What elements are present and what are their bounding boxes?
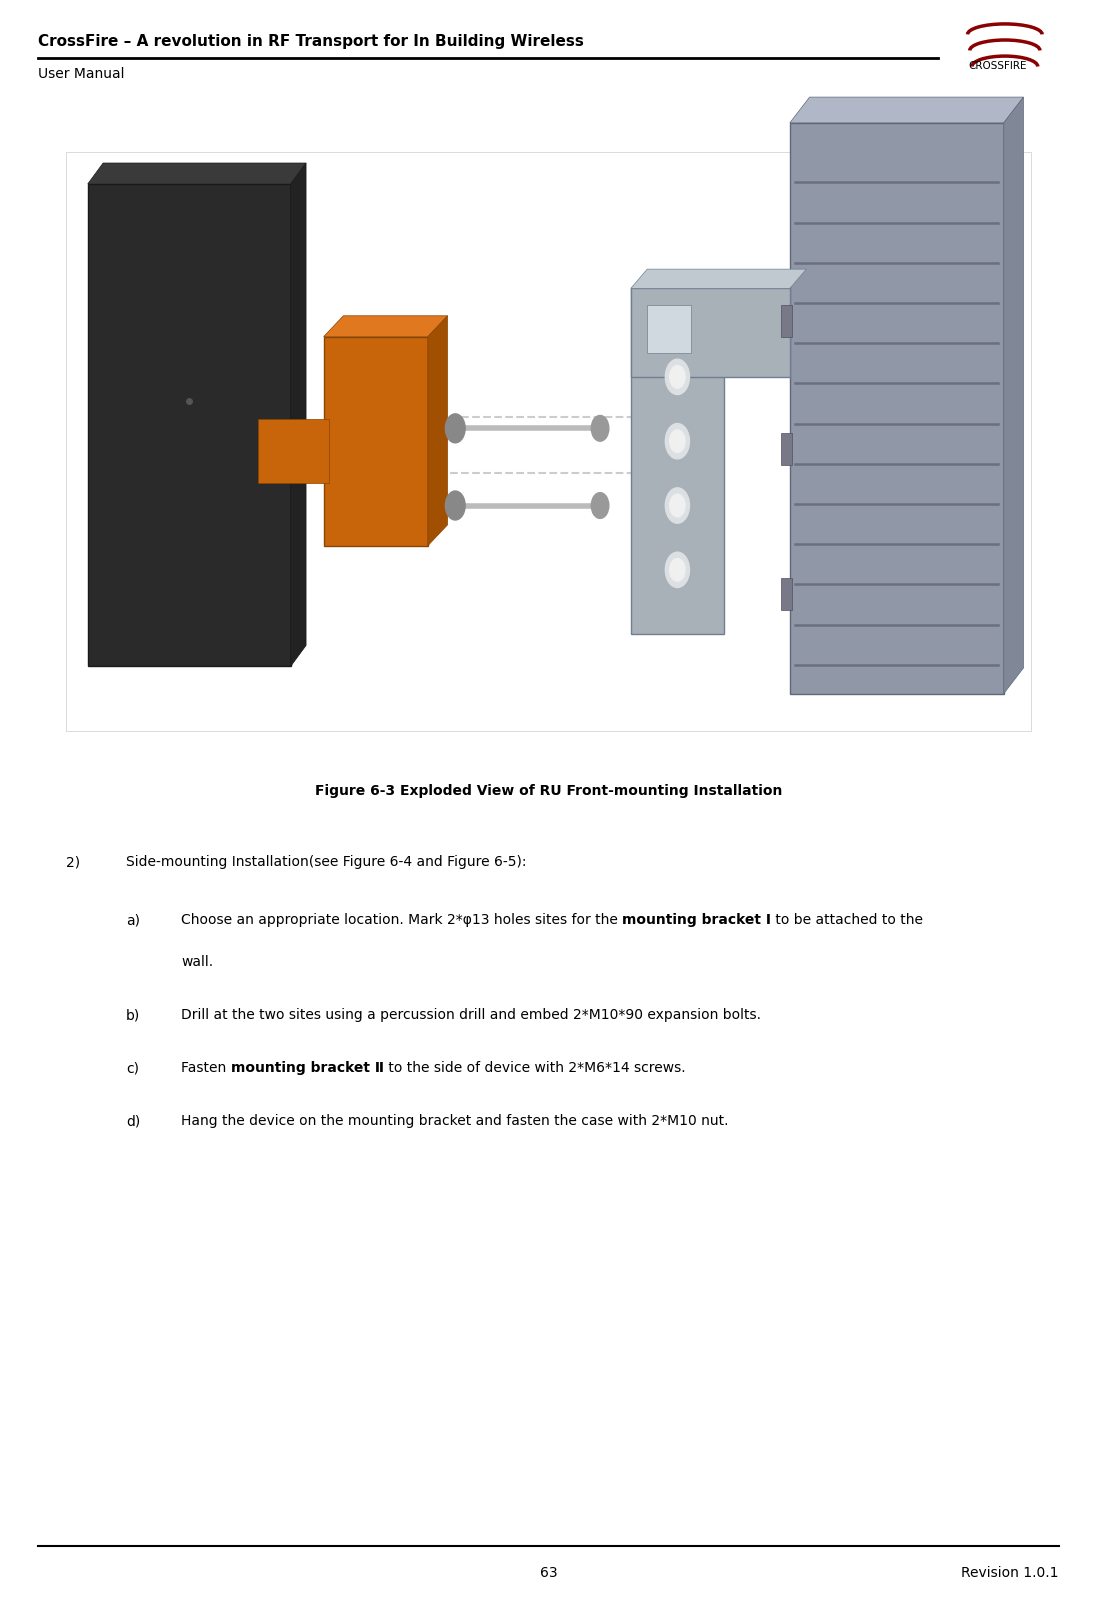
Text: 2): 2) [66,855,80,869]
Text: to the side of device with 2*M6*14 screws.: to the side of device with 2*M6*14 screw… [384,1061,686,1075]
Polygon shape [291,164,306,667]
Text: d): d) [126,1114,140,1128]
Text: Revision 1.0.1: Revision 1.0.1 [961,1565,1059,1578]
Polygon shape [428,317,448,546]
Text: Fasten: Fasten [181,1061,230,1075]
Circle shape [591,493,609,519]
Circle shape [665,424,689,460]
Text: Side-mounting Installation(see Figure 6-4 and Figure 6-5):: Side-mounting Installation(see Figure 6-… [126,855,527,869]
Text: Figure 6-3 Exploded View of RU Front-mounting Installation: Figure 6-3 Exploded View of RU Front-mou… [315,784,782,797]
FancyBboxPatch shape [258,419,329,484]
Text: Choose an appropriate location. Mark 2*φ13 holes sites for the: Choose an appropriate location. Mark 2*φ… [181,913,622,927]
Circle shape [669,495,685,517]
Polygon shape [324,317,448,337]
Text: mounting bracket Ⅱ: mounting bracket Ⅱ [230,1061,384,1075]
Text: a): a) [126,913,140,927]
Polygon shape [1004,98,1024,694]
FancyBboxPatch shape [88,185,291,667]
FancyBboxPatch shape [647,305,691,354]
FancyBboxPatch shape [631,289,790,378]
Text: Drill at the two sites using a percussion drill and embed 2*M10*90 expansion bol: Drill at the two sites using a percussio… [181,1008,761,1022]
Text: to be attached to the: to be attached to the [771,913,924,927]
Circle shape [445,492,465,521]
Polygon shape [631,270,806,289]
Text: CrossFire – A revolution in RF Transport for In Building Wireless: CrossFire – A revolution in RF Transport… [38,34,585,50]
Circle shape [665,553,689,588]
FancyBboxPatch shape [324,337,428,546]
Text: Hang the device on the mounting bracket and fasten the case with 2*M10 nut.: Hang the device on the mounting bracket … [181,1114,728,1128]
Circle shape [665,360,689,395]
Circle shape [669,559,685,582]
Text: User Manual: User Manual [38,67,125,80]
FancyBboxPatch shape [781,579,792,611]
FancyBboxPatch shape [781,305,792,337]
Circle shape [665,489,689,524]
FancyBboxPatch shape [790,124,1004,694]
Polygon shape [88,164,306,185]
Text: c): c) [126,1061,139,1075]
FancyBboxPatch shape [781,434,792,466]
Circle shape [669,366,685,389]
FancyBboxPatch shape [66,153,1031,731]
Circle shape [445,415,465,444]
Text: wall.: wall. [181,955,213,969]
Polygon shape [790,98,1024,124]
Text: 63: 63 [540,1565,557,1578]
Circle shape [591,416,609,442]
Text: CROSSFIRE: CROSSFIRE [969,61,1027,71]
Text: mounting bracket Ⅰ: mounting bracket Ⅰ [622,913,771,927]
Circle shape [669,431,685,453]
FancyBboxPatch shape [631,289,724,635]
Text: b): b) [126,1008,140,1022]
